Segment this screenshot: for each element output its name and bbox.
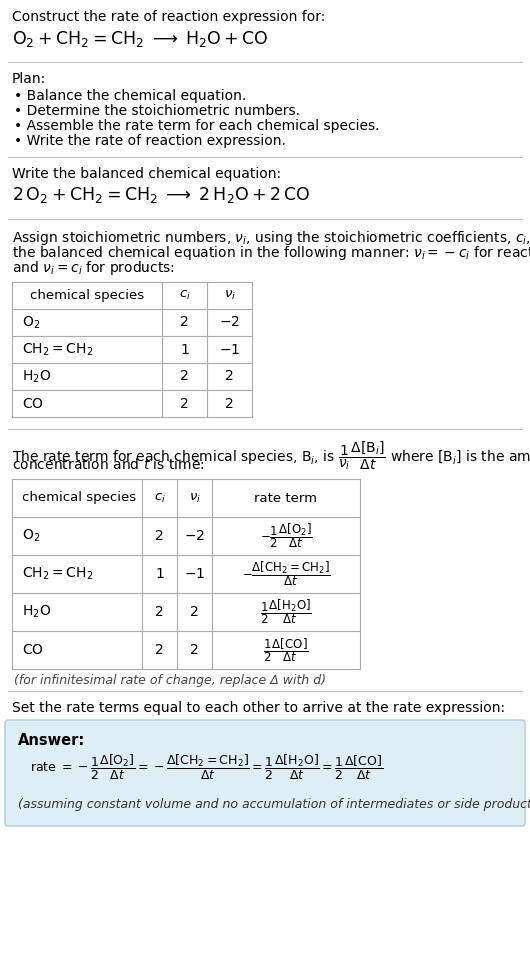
Text: $-2$: $-2$ — [184, 529, 205, 543]
Text: $\mathrm{2\,O_2 + CH_2{=}CH_2 \;\longrightarrow\; 2\,H_2O + 2\,CO}$: $\mathrm{2\,O_2 + CH_2{=}CH_2 \;\longrig… — [12, 185, 310, 205]
Text: $-2$: $-2$ — [219, 315, 240, 330]
Text: chemical species: chemical species — [30, 289, 144, 302]
Text: concentration and $t$ is time:: concentration and $t$ is time: — [12, 457, 205, 472]
Text: $-1$: $-1$ — [219, 343, 240, 356]
Text: 2: 2 — [155, 605, 164, 619]
Text: $\mathrm{CO}$: $\mathrm{CO}$ — [22, 643, 44, 657]
Text: rate term: rate term — [254, 492, 317, 505]
Text: $\mathrm{CH_2{=}CH_2}$: $\mathrm{CH_2{=}CH_2}$ — [22, 342, 93, 357]
Text: • Write the rate of reaction expression.: • Write the rate of reaction expression. — [14, 134, 286, 148]
Text: $\dfrac{1}{2}\dfrac{\Delta[\mathrm{H_2O}]}{\Delta t}$: $\dfrac{1}{2}\dfrac{\Delta[\mathrm{H_2O}… — [260, 597, 312, 627]
Text: and $\nu_i = c_i$ for products:: and $\nu_i = c_i$ for products: — [12, 259, 175, 277]
Text: (for infinitesimal rate of change, replace Δ with d): (for infinitesimal rate of change, repla… — [14, 674, 326, 687]
Text: $\mathrm{CO}$: $\mathrm{CO}$ — [22, 396, 44, 411]
Text: 2: 2 — [155, 529, 164, 543]
Text: • Balance the chemical equation.: • Balance the chemical equation. — [14, 89, 246, 103]
Text: • Determine the stoichiometric numbers.: • Determine the stoichiometric numbers. — [14, 104, 300, 118]
Text: $\mathrm{O_2}$: $\mathrm{O_2}$ — [22, 314, 40, 331]
Text: 2: 2 — [225, 370, 234, 384]
Text: chemical species: chemical species — [22, 492, 136, 505]
Text: 2: 2 — [225, 396, 234, 411]
Text: 2: 2 — [190, 605, 199, 619]
Text: $\mathrm{H_2O}$: $\mathrm{H_2O}$ — [22, 604, 51, 620]
Text: The rate term for each chemical species, $\mathrm{B}_i$, is $\dfrac{1}{\nu_i}\df: The rate term for each chemical species,… — [12, 439, 530, 471]
Text: $\mathrm{CH_2{=}CH_2}$: $\mathrm{CH_2{=}CH_2}$ — [22, 566, 93, 583]
Text: Plan:: Plan: — [12, 72, 46, 86]
Text: $\mathrm{O_2 + CH_2{=}CH_2 \;\longrightarrow\; H_2O + CO}$: $\mathrm{O_2 + CH_2{=}CH_2 \;\longrighta… — [12, 29, 268, 49]
Text: the balanced chemical equation in the following manner: $\nu_i = -c_i$ for react: the balanced chemical equation in the fo… — [12, 244, 530, 262]
Text: 2: 2 — [180, 315, 189, 330]
FancyBboxPatch shape — [5, 720, 525, 826]
Text: 2: 2 — [190, 643, 199, 657]
Text: Set the rate terms equal to each other to arrive at the rate expression:: Set the rate terms equal to each other t… — [12, 701, 505, 715]
Text: $-\dfrac{\Delta[\mathrm{CH_2{=}CH_2}]}{\Delta t}$: $-\dfrac{\Delta[\mathrm{CH_2{=}CH_2}]}{\… — [242, 559, 331, 589]
Text: $-1$: $-1$ — [184, 567, 205, 581]
Text: $\dfrac{1}{2}\dfrac{\Delta[\mathrm{CO}]}{\Delta t}$: $\dfrac{1}{2}\dfrac{\Delta[\mathrm{CO}]}… — [263, 636, 309, 664]
Text: $\mathrm{O_2}$: $\mathrm{O_2}$ — [22, 528, 40, 545]
Text: $\nu_i$: $\nu_i$ — [189, 492, 200, 505]
Text: $\mathrm{H_2O}$: $\mathrm{H_2O}$ — [22, 368, 51, 385]
Text: Construct the rate of reaction expression for:: Construct the rate of reaction expressio… — [12, 10, 325, 24]
Text: Assign stoichiometric numbers, $\nu_i$, using the stoichiometric coefficients, $: Assign stoichiometric numbers, $\nu_i$, … — [12, 229, 530, 247]
Text: $c_i$: $c_i$ — [154, 492, 165, 505]
Text: 2: 2 — [180, 396, 189, 411]
Text: $\nu_i$: $\nu_i$ — [224, 289, 235, 302]
Text: Answer:: Answer: — [18, 733, 85, 748]
Text: rate $= -\dfrac{1}{2}\dfrac{\Delta[\mathrm{O_2}]}{\Delta t} = -\dfrac{\Delta[\ma: rate $= -\dfrac{1}{2}\dfrac{\Delta[\math… — [30, 753, 383, 782]
Text: 2: 2 — [155, 643, 164, 657]
Text: 1: 1 — [180, 343, 189, 356]
Text: $-\dfrac{1}{2}\dfrac{\Delta[\mathrm{O_2}]}{\Delta t}$: $-\dfrac{1}{2}\dfrac{\Delta[\mathrm{O_2}… — [260, 521, 313, 550]
Text: (assuming constant volume and no accumulation of intermediates or side products): (assuming constant volume and no accumul… — [18, 798, 530, 811]
Text: • Assemble the rate term for each chemical species.: • Assemble the rate term for each chemic… — [14, 119, 379, 133]
Text: $c_i$: $c_i$ — [179, 289, 190, 302]
Text: 2: 2 — [180, 370, 189, 384]
Text: 1: 1 — [155, 567, 164, 581]
Text: Write the balanced chemical equation:: Write the balanced chemical equation: — [12, 167, 281, 181]
